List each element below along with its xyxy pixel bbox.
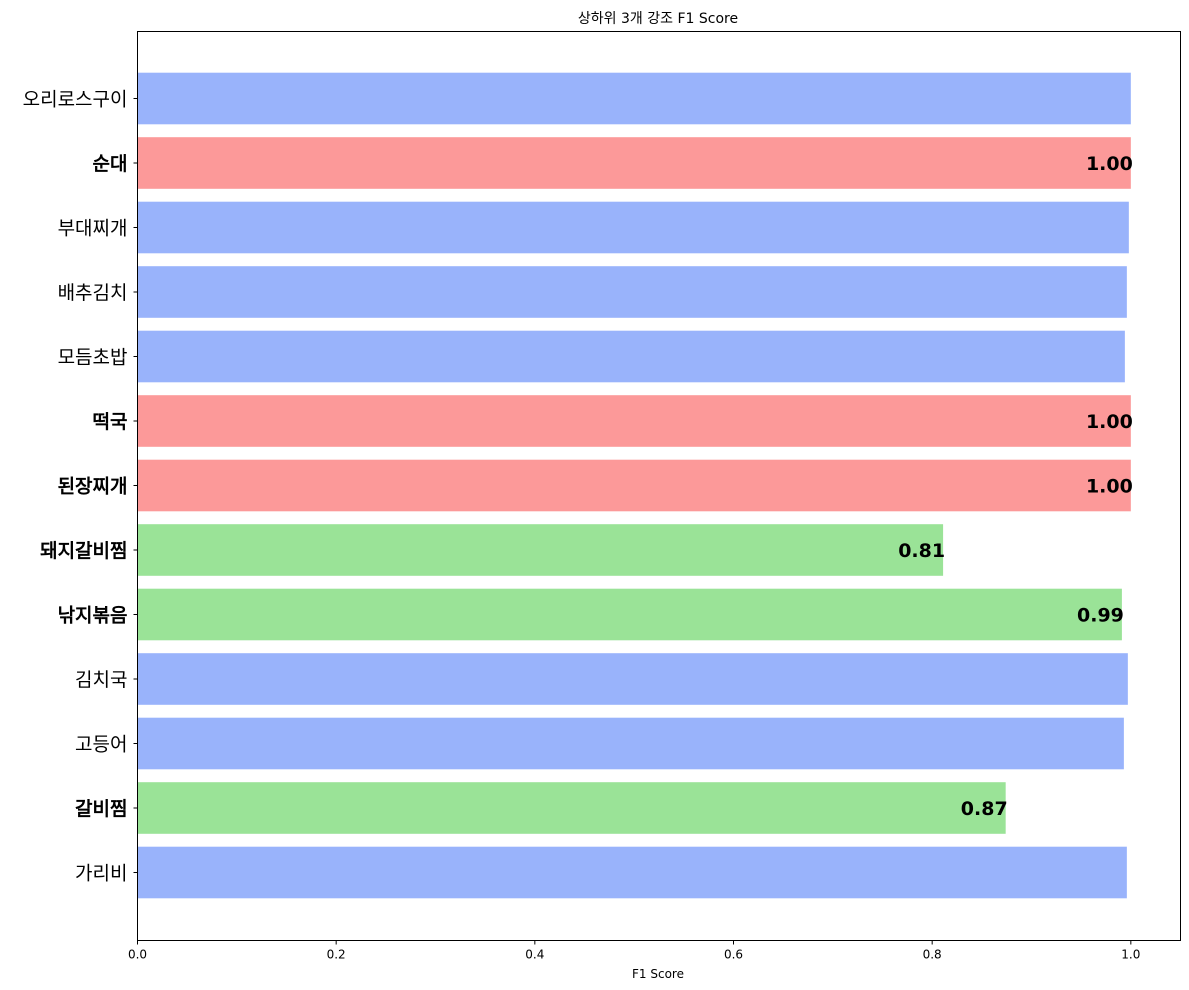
y-tick-label: 오리로스구이 — [23, 89, 128, 111]
bar-10 — [137, 653, 1128, 705]
bar-11 — [137, 717, 1124, 770]
bar-2 — [137, 137, 1131, 189]
chart-title: 상하위 3개 강조 F1 Score — [578, 11, 738, 27]
bar-13 — [137, 846, 1127, 899]
bar-1 — [137, 72, 1131, 125]
x-axis-title: F1 Score — [632, 967, 684, 981]
bar-4 — [137, 266, 1127, 318]
y-tick-label: 부대찌개 — [58, 218, 128, 240]
bar-6 — [137, 395, 1131, 447]
bar-9 — [137, 588, 1122, 641]
y-tick-label: 갈비찜 — [75, 798, 127, 820]
y-tick-label: 된장찌개 — [58, 476, 128, 498]
data-label: 1.00 — [1086, 476, 1133, 498]
y-tick-label: 고등어 — [75, 734, 127, 756]
x-tick-label: 1.0 — [1121, 948, 1140, 962]
bar-12 — [137, 782, 1006, 834]
bars-layer — [137, 72, 1131, 899]
y-tick-label: 모듬초밥 — [58, 347, 128, 369]
plot-frame — [137, 31, 1181, 941]
y-tick-label: 김치국 — [75, 669, 127, 691]
y-tick-label: 순대 — [93, 153, 128, 175]
y-axis: 오리로스구이순대부대찌개배추김치모듬초밥떡국된장찌개돼지갈비찜낚지볶음김치국고등… — [23, 89, 138, 885]
x-tick-label: 0.0 — [128, 948, 147, 962]
bar-5 — [137, 330, 1125, 383]
data-label: 1.00 — [1086, 153, 1133, 175]
y-tick-label: 낚지볶음 — [58, 605, 128, 627]
data-label: 0.81 — [898, 540, 945, 562]
y-tick-label: 배추김치 — [58, 282, 128, 304]
bar-8 — [137, 524, 944, 576]
bar-3 — [137, 201, 1129, 254]
x-tick-label: 0.8 — [923, 948, 942, 962]
x-axis: 0.0 0.2 0.4 0.6 0.8 1.0 — [128, 940, 1140, 962]
y-tick-label: 돼지갈비찜 — [40, 540, 127, 562]
data-label: 0.87 — [961, 798, 1008, 820]
y-tick-label: 떡국 — [93, 411, 128, 433]
x-tick-label: 0.6 — [724, 948, 743, 962]
data-label: 0.99 — [1077, 605, 1124, 627]
x-tick-label: 0.4 — [525, 948, 544, 962]
data-labels-layer: 1.00 1.00 1.00 0.81 0.99 0.87 — [898, 153, 1133, 820]
bar-7 — [137, 459, 1131, 512]
y-tick-label: 가리비 — [75, 863, 127, 885]
x-tick-label: 0.2 — [327, 948, 346, 962]
data-label: 1.00 — [1086, 411, 1133, 433]
